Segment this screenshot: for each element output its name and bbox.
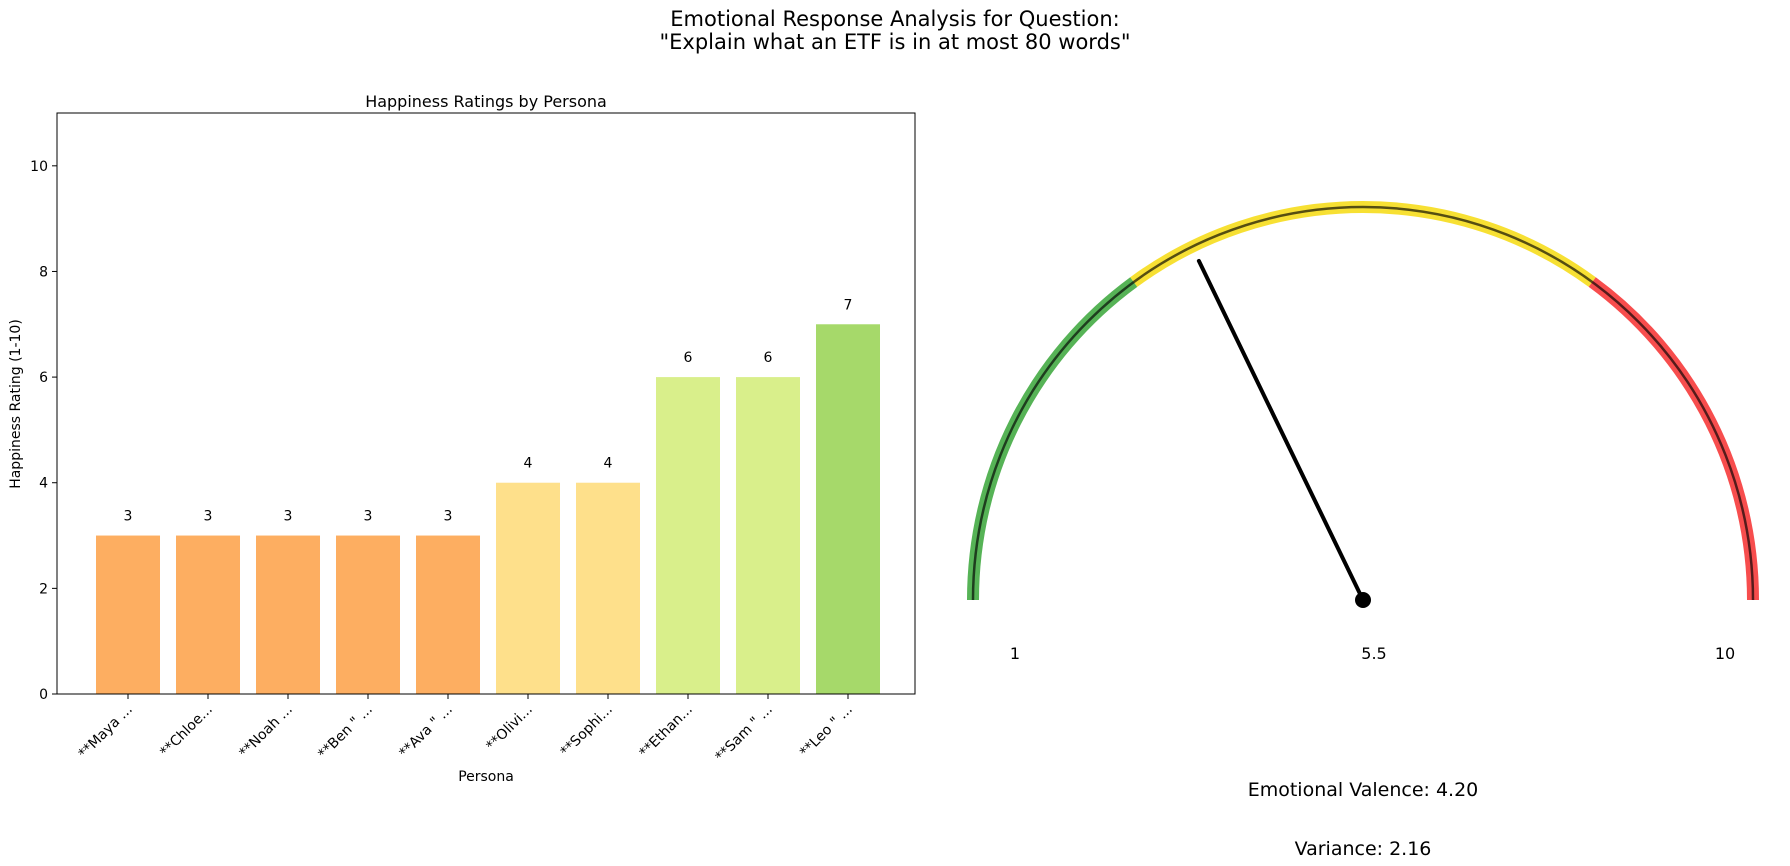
figure-title-line1: Emotional Response Analysis for Question… [670, 7, 1119, 31]
y-tick-label: 10 [30, 159, 48, 175]
gauge-bands [967, 201, 1759, 601]
gauge-tick-min: 1 [1010, 644, 1020, 663]
bar-value-label: 3 [124, 509, 133, 525]
y-tick-label: 2 [39, 581, 48, 597]
gauge-needle [1196, 258, 1365, 602]
x-tick-label: **Sophi... [558, 702, 616, 760]
bar-series: 3 3 3 3 3 4 4 6 6 7 [96, 297, 880, 694]
bar [496, 482, 560, 694]
x-tick-label: **Sam " ... [712, 702, 775, 765]
gauge-band [1588, 277, 1759, 601]
bar-chart: Happiness Ratings by Persona 3 3 3 3 34 46 67 … [8, 92, 916, 785]
bar [816, 324, 880, 694]
y-axis: 0 2 4 6 8 10 [30, 159, 57, 703]
bar-value-label: 3 [364, 509, 373, 525]
gauge-chart: 1 5.5 10 Emotional Valence: 4.20 Varianc… [967, 201, 1759, 860]
bar [256, 535, 320, 694]
x-tick-label: **Ethan... [636, 702, 695, 761]
bar [736, 377, 800, 694]
bar [96, 535, 160, 694]
gauge-hub [1355, 592, 1371, 608]
bar-value-label: 3 [204, 509, 213, 525]
figure-title-line2: "Explain what an ETF is in at most 80 wo… [660, 30, 1131, 54]
bar-value-label: 4 [524, 456, 533, 472]
variance-label: Variance: 2.16 [1295, 838, 1432, 860]
x-tick-label: **Noah ... [236, 702, 296, 762]
bar [416, 535, 480, 694]
gauge-track [971, 205, 1755, 601]
bar [656, 377, 720, 694]
bar [336, 535, 400, 694]
bar [576, 482, 640, 694]
bar-value-label: 3 [444, 509, 453, 525]
x-tick-label: **Chloe... [157, 702, 216, 761]
bar-value-label: 7 [844, 297, 853, 313]
plot-frame [56, 112, 916, 695]
x-tick-label: **Ava " ... [396, 702, 456, 762]
x-tick-label: **Olivi... [483, 702, 536, 755]
x-tick-label: **Maya ... [75, 702, 135, 762]
bar-chart-title: Happiness Ratings by Persona [365, 92, 607, 111]
x-axis-label: Persona [458, 769, 514, 785]
x-tick-label: **Leo " ... [797, 702, 856, 761]
bar-value-label: 3 [284, 509, 293, 525]
y-tick-label: 4 [39, 476, 48, 492]
y-tick-label: 0 [39, 687, 48, 703]
gauge-band [967, 277, 1138, 601]
gauge-tick-mid: 5.5 [1361, 644, 1386, 663]
bar-value-label: 4 [604, 456, 613, 472]
y-tick-label: 8 [39, 264, 48, 280]
y-axis-label: Happiness Rating (1-10) [8, 319, 24, 489]
emotional-valence-label: Emotional Valence: 4.20 [1248, 779, 1479, 801]
bar-value-label: 6 [684, 350, 693, 366]
bar [176, 535, 240, 694]
x-axis: **Maya ... **Chloe... **Noah ... **Ben " ..… [75, 694, 856, 765]
gauge-tick-max: 10 [1715, 644, 1735, 663]
x-tick-label: **Ben " ... [315, 702, 376, 763]
bar-value-label: 6 [764, 350, 773, 366]
y-tick-label: 6 [39, 370, 48, 386]
